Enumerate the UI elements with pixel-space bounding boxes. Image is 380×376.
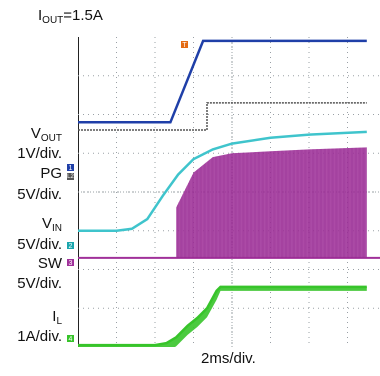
channel-4-marker: 4 (66, 334, 75, 343)
il-trace-band (78, 286, 367, 347)
vin-trace (78, 130, 367, 233)
sw-trace (78, 147, 367, 258)
channel-2-marker: 2 (66, 241, 75, 250)
pg-trace (78, 102, 367, 131)
chart-title: IOUT=1.5A (38, 7, 103, 26)
label-pg: PG (40, 165, 62, 182)
x-axis-label: 2ms/div. (201, 350, 256, 367)
il-trace (78, 285, 367, 347)
label-sw-scale: 5V/div. (17, 275, 62, 292)
label-vout: VOUT (30, 125, 62, 144)
traces (78, 39, 380, 347)
label-vin: VIN (41, 215, 62, 234)
label-pg-scale: 5V/div. (17, 186, 62, 203)
pg-channel-marker: L2 (66, 172, 75, 181)
label-sw: SW (37, 255, 62, 272)
label-il: IL (52, 308, 62, 327)
channel-3-marker: 3 (66, 258, 75, 267)
vout-trace (78, 39, 367, 124)
label-il-scale: 1A/div. (17, 328, 62, 345)
label-vin-scale: 5V/div. (17, 236, 62, 253)
trigger-marker: T (180, 40, 189, 49)
oscilloscope-plot (78, 37, 380, 347)
label-vout-scale: 1V/div. (17, 145, 62, 162)
channel-1-marker: 1 (66, 163, 75, 172)
